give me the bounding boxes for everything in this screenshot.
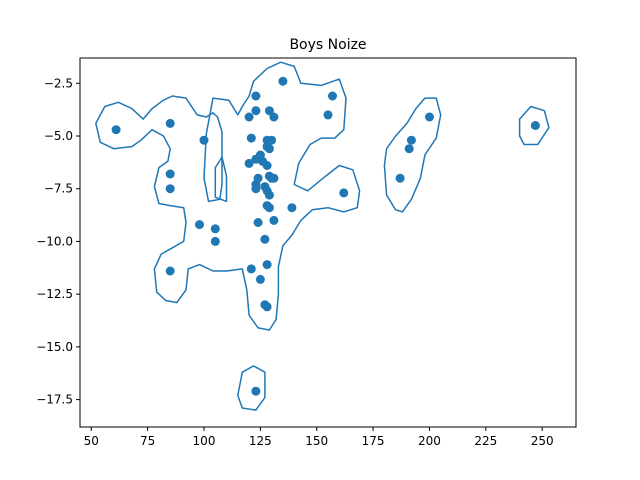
scatter-point — [210, 224, 220, 234]
scatter-point — [165, 266, 175, 276]
scatter-point — [165, 169, 175, 179]
scatter-point — [210, 236, 220, 246]
x-axis: 50 75 100 125 150 175 200 225 250 — [84, 427, 554, 448]
y-tick-label: −12.5 — [36, 287, 73, 301]
scatter-point — [251, 184, 261, 194]
plot-area — [95, 61, 550, 411]
scatter-point — [251, 386, 261, 396]
scatter-point — [251, 106, 261, 116]
x-tick-label: 150 — [305, 434, 328, 448]
scatter-point — [264, 203, 274, 213]
scatter-point — [251, 91, 261, 101]
density-contour-5 — [237, 365, 266, 411]
scatter-point — [328, 91, 337, 101]
scatter-point — [530, 121, 540, 130]
scatter-point — [264, 106, 274, 116]
scatter-point — [253, 173, 263, 183]
x-tick-label: 250 — [531, 434, 554, 448]
x-tick-label: 175 — [362, 434, 385, 448]
density-contour-3 — [383, 97, 442, 213]
scatter-point — [404, 144, 414, 154]
scatter-point — [262, 260, 272, 270]
scatter-point — [253, 218, 263, 227]
scatter-point — [165, 118, 175, 128]
y-tick-label: −7.5 — [44, 182, 73, 196]
scatter-point — [111, 125, 121, 135]
y-tick-label: −17.5 — [36, 393, 73, 407]
plot-frame — [79, 57, 577, 428]
scatter-point — [199, 135, 209, 145]
y-axis: −2.5 −5.0 −7.5 −10.0 −12.5 −15.0 −17.5 — [36, 76, 80, 407]
scatter-point — [269, 112, 279, 122]
scatter-point — [323, 110, 333, 120]
x-tick-label: 125 — [249, 434, 272, 448]
x-tick-label: 75 — [140, 434, 155, 448]
scatter-point — [246, 133, 256, 143]
scatter-point — [165, 184, 175, 194]
scatter-point — [278, 76, 288, 86]
scatter-point — [395, 173, 405, 183]
scatter-point — [195, 220, 204, 230]
scatter-point — [264, 144, 274, 154]
scatter-point — [244, 158, 254, 168]
scatter-point — [262, 161, 272, 170]
scatter-point — [269, 215, 279, 225]
chart-title: Boys Noize — [289, 37, 366, 53]
scatter-point — [267, 135, 277, 145]
x-tick-label: 200 — [418, 434, 441, 448]
scatter-point — [269, 173, 279, 183]
scatter-point — [287, 203, 297, 213]
y-tick-label: −5.0 — [44, 129, 73, 143]
density-contour-1 — [95, 61, 361, 331]
x-tick-label: 50 — [84, 434, 99, 448]
scatter-point — [425, 112, 434, 122]
density-contour-2 — [214, 156, 228, 203]
scatter-point — [339, 188, 349, 198]
y-tick-label: −2.5 — [44, 76, 73, 90]
y-tick-label: −10.0 — [36, 234, 73, 248]
scatter-point — [264, 190, 274, 200]
x-tick-label: 100 — [193, 434, 216, 448]
scatter-point — [262, 302, 272, 312]
scatter-point — [246, 264, 256, 274]
x-tick-label: 225 — [474, 434, 497, 448]
y-tick-label: −15.0 — [36, 340, 73, 354]
scatter-point — [244, 112, 254, 122]
density-contour-4 — [518, 105, 550, 146]
scatter-point — [255, 274, 265, 284]
scatter-point — [260, 234, 270, 244]
scatter-point — [406, 135, 416, 145]
